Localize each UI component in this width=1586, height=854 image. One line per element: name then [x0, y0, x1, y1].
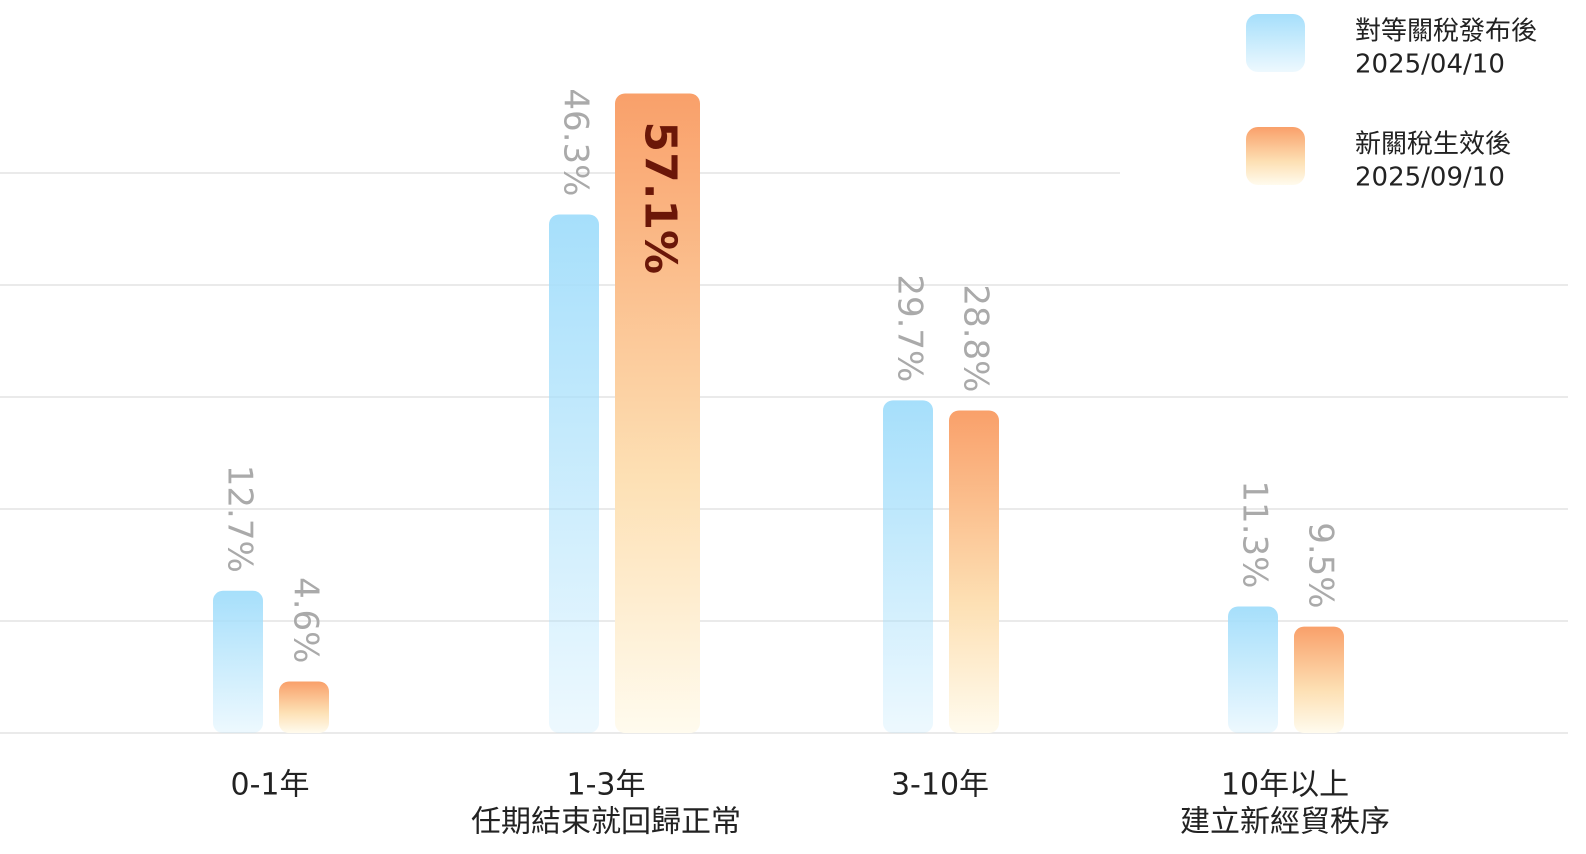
- bar: [279, 681, 329, 733]
- legend-swatch: [1246, 127, 1305, 185]
- x-tick-label: 0-1年: [231, 768, 310, 803]
- value-label: 9.5%: [1301, 522, 1341, 608]
- value-label: 28.8%: [956, 284, 996, 392]
- bar: [1228, 606, 1278, 733]
- value-label: 11.3%: [1235, 480, 1275, 588]
- legend-swatch: [1246, 14, 1305, 72]
- x-tick-sublabel: 任期結束就回歸正常: [471, 805, 741, 840]
- value-label: 29.7%: [890, 274, 930, 382]
- bar: [549, 214, 599, 733]
- x-tick-label: 10年以上: [1221, 768, 1349, 803]
- bar: [213, 590, 263, 733]
- value-label: 57.1%: [635, 121, 686, 274]
- legend-label: 對等關稅發布後: [1355, 17, 1537, 47]
- bar: [615, 93, 700, 734]
- bar: [1294, 626, 1344, 733]
- legend-date: 2025/04/10: [1355, 50, 1505, 80]
- x-tick-label: 3-10年: [891, 768, 989, 803]
- value-label: 4.6%: [286, 577, 326, 663]
- legend-date: 2025/09/10: [1355, 163, 1505, 193]
- legend-label: 新關稅生效後: [1355, 130, 1511, 160]
- value-label: 12.7%: [220, 465, 260, 573]
- x-tick-label: 1-3年: [567, 768, 646, 803]
- value-label: 46.3%: [556, 88, 596, 196]
- bar: [949, 410, 999, 733]
- x-tick-sublabel: 建立新經貿秩序: [1180, 805, 1390, 840]
- bar: [883, 400, 933, 733]
